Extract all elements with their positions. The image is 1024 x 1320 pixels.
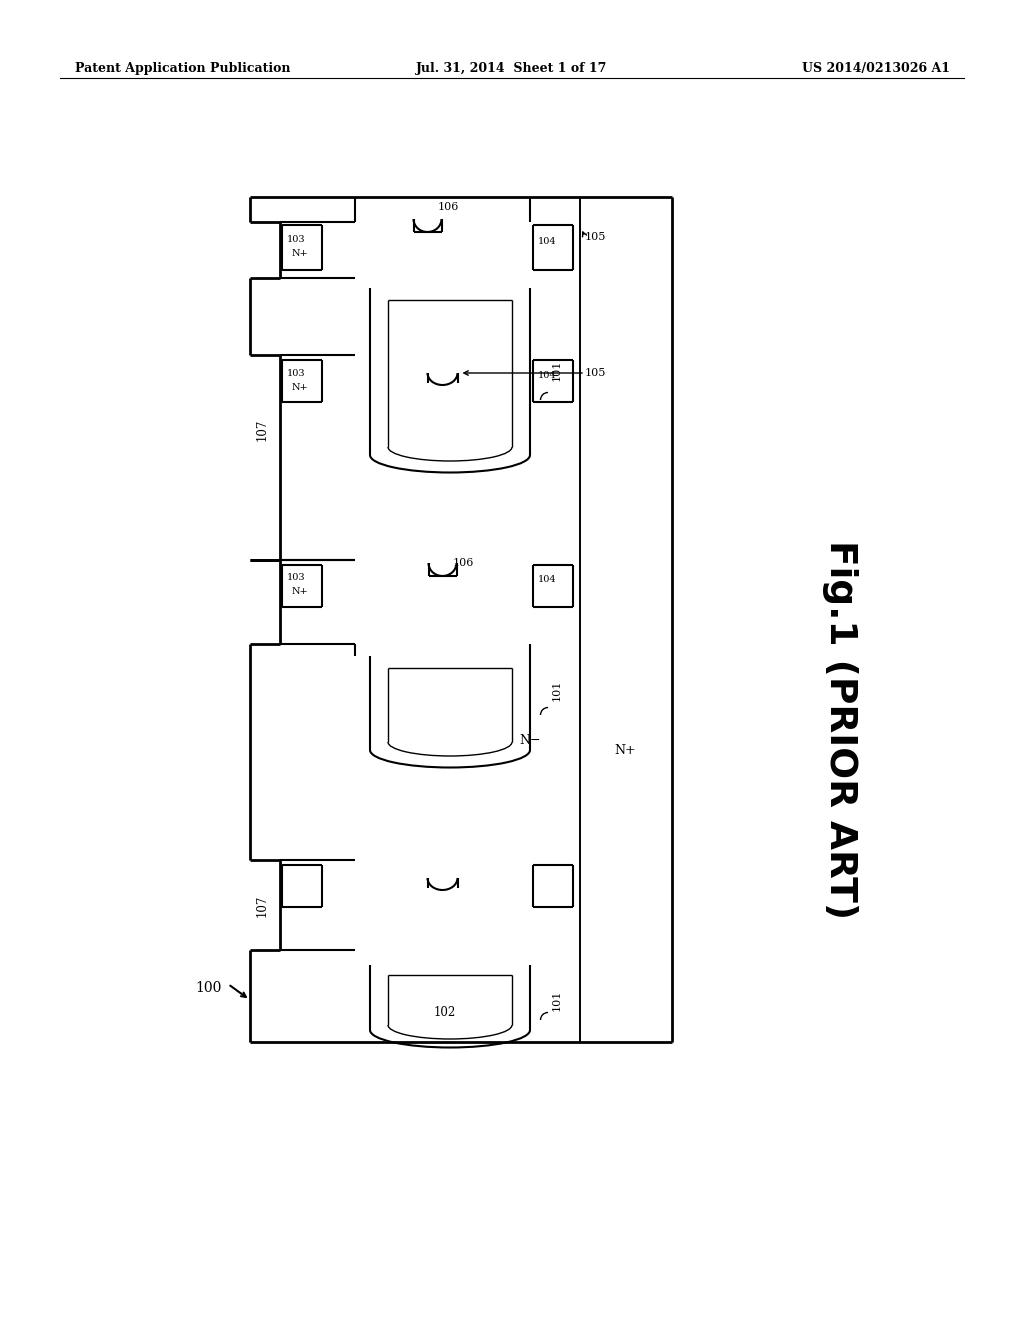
Text: 106: 106 <box>453 558 474 568</box>
Text: 100: 100 <box>196 981 222 995</box>
Text: 101: 101 <box>552 680 562 701</box>
Text: N−: N− <box>519 734 541 747</box>
Text: 107: 107 <box>256 418 268 441</box>
Text: N+: N+ <box>292 587 308 597</box>
Text: N+: N+ <box>292 249 308 259</box>
Text: 105: 105 <box>585 368 606 378</box>
Text: 101: 101 <box>552 989 562 1011</box>
Text: Jul. 31, 2014  Sheet 1 of 17: Jul. 31, 2014 Sheet 1 of 17 <box>417 62 607 75</box>
Text: Patent Application Publication: Patent Application Publication <box>75 62 291 75</box>
Text: 103: 103 <box>287 573 305 582</box>
Text: N+: N+ <box>614 743 636 756</box>
Text: 105: 105 <box>585 232 606 242</box>
Text: N+: N+ <box>292 383 308 392</box>
Text: 104: 104 <box>538 371 557 380</box>
Text: Fig.1 (PRIOR ART): Fig.1 (PRIOR ART) <box>822 540 858 920</box>
Text: US 2014/0213026 A1: US 2014/0213026 A1 <box>802 62 950 75</box>
Text: 106: 106 <box>437 202 459 213</box>
Text: 104: 104 <box>538 576 557 585</box>
Text: 104: 104 <box>538 238 557 247</box>
Text: 101: 101 <box>552 359 562 380</box>
Text: 103: 103 <box>287 368 305 378</box>
Text: 102: 102 <box>434 1006 456 1019</box>
Text: 107: 107 <box>256 895 268 917</box>
Text: 103: 103 <box>287 235 305 244</box>
